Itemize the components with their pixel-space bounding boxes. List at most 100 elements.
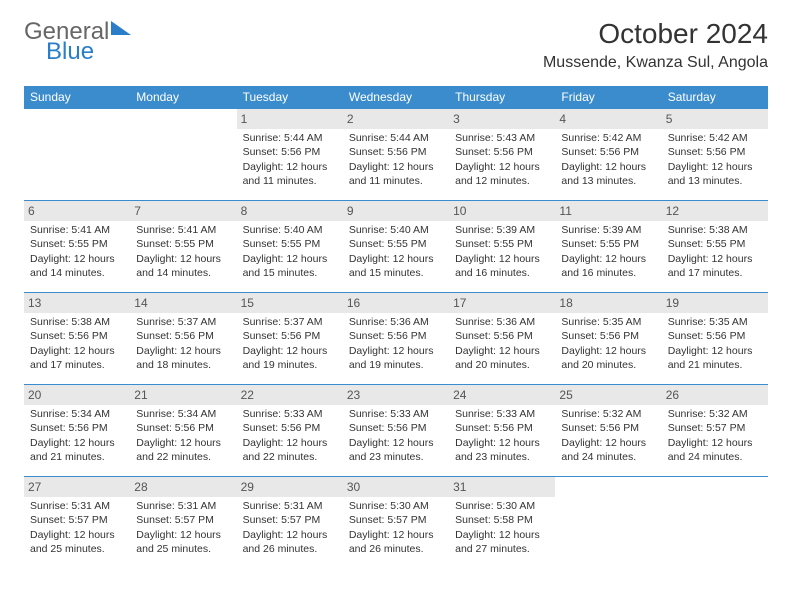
sunrise-text: Sunrise: 5:33 AM	[243, 407, 337, 421]
sunrise-text: Sunrise: 5:43 AM	[455, 131, 549, 145]
sunrise-text: Sunrise: 5:37 AM	[136, 315, 230, 329]
sunset-text: Sunset: 5:57 PM	[30, 513, 124, 527]
calendar-day-cell: 2Sunrise: 5:44 AMSunset: 5:56 PMDaylight…	[343, 108, 449, 200]
day-number: 30	[343, 477, 449, 497]
daylight-text: Daylight: 12 hours and 15 minutes.	[349, 252, 443, 280]
daylight-text: Daylight: 12 hours and 15 minutes.	[243, 252, 337, 280]
sunset-text: Sunset: 5:55 PM	[668, 237, 762, 251]
day-info: Sunrise: 5:31 AMSunset: 5:57 PMDaylight:…	[134, 499, 232, 556]
weekday-header: Thursday	[449, 86, 555, 108]
sunset-text: Sunset: 5:55 PM	[561, 237, 655, 251]
calendar-week-row: 13Sunrise: 5:38 AMSunset: 5:56 PMDayligh…	[24, 292, 768, 384]
day-number: 20	[24, 385, 130, 405]
day-number: 14	[130, 293, 236, 313]
calendar-body: 1Sunrise: 5:44 AMSunset: 5:56 PMDaylight…	[24, 108, 768, 568]
month-title: October 2024	[543, 18, 768, 50]
weekday-header: Tuesday	[237, 86, 343, 108]
calendar-empty-cell	[662, 476, 768, 568]
logo-triangle-icon	[111, 21, 131, 35]
sunrise-text: Sunrise: 5:35 AM	[668, 315, 762, 329]
day-info: Sunrise: 5:40 AMSunset: 5:55 PMDaylight:…	[241, 223, 339, 280]
calendar-day-cell: 1Sunrise: 5:44 AMSunset: 5:56 PMDaylight…	[237, 108, 343, 200]
day-number: 31	[449, 477, 555, 497]
weekday-header-row: SundayMondayTuesdayWednesdayThursdayFrid…	[24, 86, 768, 108]
calendar-day-cell: 11Sunrise: 5:39 AMSunset: 5:55 PMDayligh…	[555, 200, 661, 292]
day-info: Sunrise: 5:40 AMSunset: 5:55 PMDaylight:…	[347, 223, 445, 280]
daylight-text: Daylight: 12 hours and 22 minutes.	[243, 436, 337, 464]
calendar-day-cell: 28Sunrise: 5:31 AMSunset: 5:57 PMDayligh…	[130, 476, 236, 568]
sunset-text: Sunset: 5:56 PM	[136, 329, 230, 343]
calendar-week-row: 1Sunrise: 5:44 AMSunset: 5:56 PMDaylight…	[24, 108, 768, 200]
day-number: 19	[662, 293, 768, 313]
sunrise-text: Sunrise: 5:34 AM	[30, 407, 124, 421]
day-info: Sunrise: 5:36 AMSunset: 5:56 PMDaylight:…	[347, 315, 445, 372]
calendar-table: SundayMondayTuesdayWednesdayThursdayFrid…	[24, 86, 768, 568]
sunset-text: Sunset: 5:55 PM	[455, 237, 549, 251]
calendar-day-cell: 30Sunrise: 5:30 AMSunset: 5:57 PMDayligh…	[343, 476, 449, 568]
sunset-text: Sunset: 5:56 PM	[561, 329, 655, 343]
calendar-day-cell: 16Sunrise: 5:36 AMSunset: 5:56 PMDayligh…	[343, 292, 449, 384]
sunrise-text: Sunrise: 5:38 AM	[668, 223, 762, 237]
day-info: Sunrise: 5:37 AMSunset: 5:56 PMDaylight:…	[241, 315, 339, 372]
sunrise-text: Sunrise: 5:31 AM	[30, 499, 124, 513]
sunrise-text: Sunrise: 5:36 AM	[455, 315, 549, 329]
sunset-text: Sunset: 5:57 PM	[136, 513, 230, 527]
title-block: October 2024 Mussende, Kwanza Sul, Angol…	[543, 18, 768, 72]
calendar-day-cell: 15Sunrise: 5:37 AMSunset: 5:56 PMDayligh…	[237, 292, 343, 384]
sunset-text: Sunset: 5:57 PM	[349, 513, 443, 527]
sunrise-text: Sunrise: 5:42 AM	[668, 131, 762, 145]
day-info: Sunrise: 5:30 AMSunset: 5:58 PMDaylight:…	[453, 499, 551, 556]
sunset-text: Sunset: 5:56 PM	[30, 329, 124, 343]
day-number: 5	[662, 109, 768, 129]
calendar-day-cell: 7Sunrise: 5:41 AMSunset: 5:55 PMDaylight…	[130, 200, 236, 292]
sunrise-text: Sunrise: 5:44 AM	[243, 131, 337, 145]
day-number: 26	[662, 385, 768, 405]
sunset-text: Sunset: 5:56 PM	[349, 421, 443, 435]
day-info: Sunrise: 5:31 AMSunset: 5:57 PMDaylight:…	[28, 499, 126, 556]
sunset-text: Sunset: 5:55 PM	[136, 237, 230, 251]
sunset-text: Sunset: 5:56 PM	[243, 329, 337, 343]
calendar-week-row: 27Sunrise: 5:31 AMSunset: 5:57 PMDayligh…	[24, 476, 768, 568]
day-number: 3	[449, 109, 555, 129]
day-info: Sunrise: 5:33 AMSunset: 5:56 PMDaylight:…	[453, 407, 551, 464]
day-number: 7	[130, 201, 236, 221]
daylight-text: Daylight: 12 hours and 20 minutes.	[561, 344, 655, 372]
day-info: Sunrise: 5:39 AMSunset: 5:55 PMDaylight:…	[453, 223, 551, 280]
calendar-day-cell: 22 Sunrise: 5:33 AMSunset: 5:56 PMDayligh…	[237, 384, 343, 476]
daylight-text: Daylight: 12 hours and 25 minutes.	[136, 528, 230, 556]
daylight-text: Daylight: 12 hours and 21 minutes.	[30, 436, 124, 464]
sunrise-text: Sunrise: 5:35 AM	[561, 315, 655, 329]
weekday-header: Monday	[130, 86, 236, 108]
sunrise-text: Sunrise: 5:33 AM	[349, 407, 443, 421]
daylight-text: Daylight: 12 hours and 21 minutes.	[668, 344, 762, 372]
daylight-text: Daylight: 12 hours and 11 minutes.	[349, 160, 443, 188]
daylight-text: Daylight: 12 hours and 13 minutes.	[561, 160, 655, 188]
day-info: Sunrise: 5:32 AMSunset: 5:57 PMDaylight:…	[666, 407, 764, 464]
sunset-text: Sunset: 5:55 PM	[243, 237, 337, 251]
sunrise-text: Sunrise: 5:32 AM	[561, 407, 655, 421]
daylight-text: Daylight: 12 hours and 25 minutes.	[30, 528, 124, 556]
location-subtitle: Mussende, Kwanza Sul, Angola	[543, 54, 768, 72]
sunset-text: Sunset: 5:56 PM	[455, 329, 549, 343]
sunset-text: Sunset: 5:56 PM	[243, 421, 337, 435]
sunset-text: Sunset: 5:57 PM	[243, 513, 337, 527]
day-number: 2	[343, 109, 449, 129]
sunset-text: Sunset: 5:56 PM	[561, 421, 655, 435]
logo-text-2: Blue	[46, 38, 94, 65]
day-number: 22	[237, 385, 343, 405]
weekday-header: Sunday	[24, 86, 130, 108]
sunrise-text: Sunrise: 5:40 AM	[349, 223, 443, 237]
day-info: Sunrise: 5:41 AMSunset: 5:55 PMDaylight:…	[134, 223, 232, 280]
sunrise-text: Sunrise: 5:36 AM	[349, 315, 443, 329]
calendar-day-cell: 31Sunrise: 5:30 AMSunset: 5:58 PMDayligh…	[449, 476, 555, 568]
weekday-header: Saturday	[662, 86, 768, 108]
daylight-text: Daylight: 12 hours and 16 minutes.	[455, 252, 549, 280]
daylight-text: Daylight: 12 hours and 23 minutes.	[455, 436, 549, 464]
sunrise-text: Sunrise: 5:39 AM	[455, 223, 549, 237]
daylight-text: Daylight: 12 hours and 18 minutes.	[136, 344, 230, 372]
calendar-day-cell: 18Sunrise: 5:35 AMSunset: 5:56 PMDayligh…	[555, 292, 661, 384]
calendar-day-cell: 19Sunrise: 5:35 AMSunset: 5:56 PMDayligh…	[662, 292, 768, 384]
day-number: 15	[237, 293, 343, 313]
calendar-day-cell: 8Sunrise: 5:40 AMSunset: 5:55 PMDaylight…	[237, 200, 343, 292]
sunrise-text: Sunrise: 5:30 AM	[455, 499, 549, 513]
